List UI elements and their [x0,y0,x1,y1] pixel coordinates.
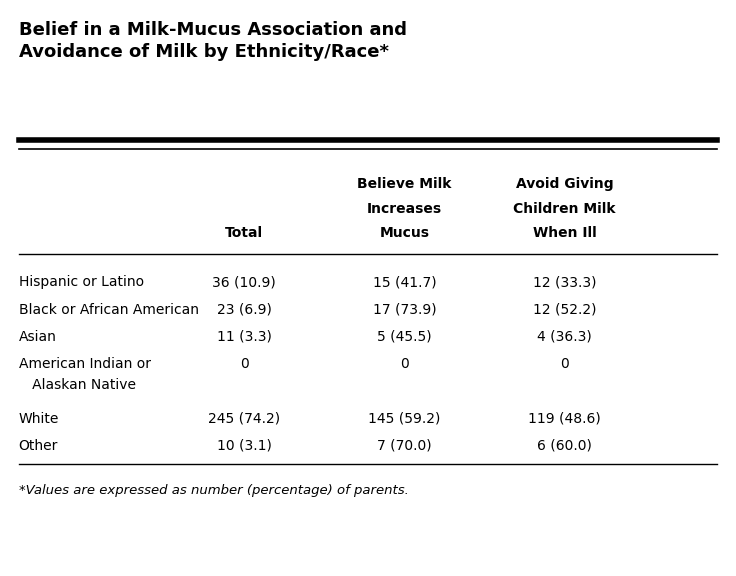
Text: 119 (48.6): 119 (48.6) [528,412,601,426]
Text: Hispanic or Latino: Hispanic or Latino [18,275,144,289]
Text: *Values are expressed as number (percentage) of parents.: *Values are expressed as number (percent… [18,484,408,497]
Text: 0: 0 [560,357,569,371]
Text: American Indian or: American Indian or [18,357,151,371]
Text: Total: Total [225,226,263,240]
Text: 7 (70.0): 7 (70.0) [377,439,432,453]
Text: When Ill: When Ill [533,226,596,240]
Text: Alaskan Native: Alaskan Native [18,377,135,392]
Text: 0: 0 [400,357,408,371]
Text: Children Milk: Children Milk [513,202,616,216]
Text: 12 (33.3): 12 (33.3) [533,275,596,289]
Text: 11 (3.3): 11 (3.3) [217,330,272,344]
Text: Other: Other [18,439,58,453]
Text: 6 (60.0): 6 (60.0) [537,439,592,453]
Text: Asian: Asian [18,330,57,344]
Text: Avoid Giving: Avoid Giving [516,177,613,191]
Text: Believe Milk: Believe Milk [357,177,452,191]
Text: 12 (52.2): 12 (52.2) [533,302,596,317]
Text: 10 (3.1): 10 (3.1) [217,439,272,453]
Text: White: White [18,412,59,426]
Text: 15 (41.7): 15 (41.7) [372,275,436,289]
Text: 4 (36.3): 4 (36.3) [537,330,592,344]
Text: Belief in a Milk-Mucus Association and
Avoidance of Milk by Ethnicity/Race*: Belief in a Milk-Mucus Association and A… [18,21,407,62]
Text: 23 (6.9): 23 (6.9) [217,302,272,317]
Text: 36 (10.9): 36 (10.9) [213,275,276,289]
Text: Black or African American: Black or African American [18,302,199,317]
Text: 17 (73.9): 17 (73.9) [372,302,436,317]
Text: 0: 0 [240,357,249,371]
Text: 245 (74.2): 245 (74.2) [208,412,280,426]
Text: 145 (59.2): 145 (59.2) [368,412,441,426]
Text: Increases: Increases [367,202,442,216]
Text: 5 (45.5): 5 (45.5) [377,330,432,344]
Text: Mucus: Mucus [379,226,429,240]
